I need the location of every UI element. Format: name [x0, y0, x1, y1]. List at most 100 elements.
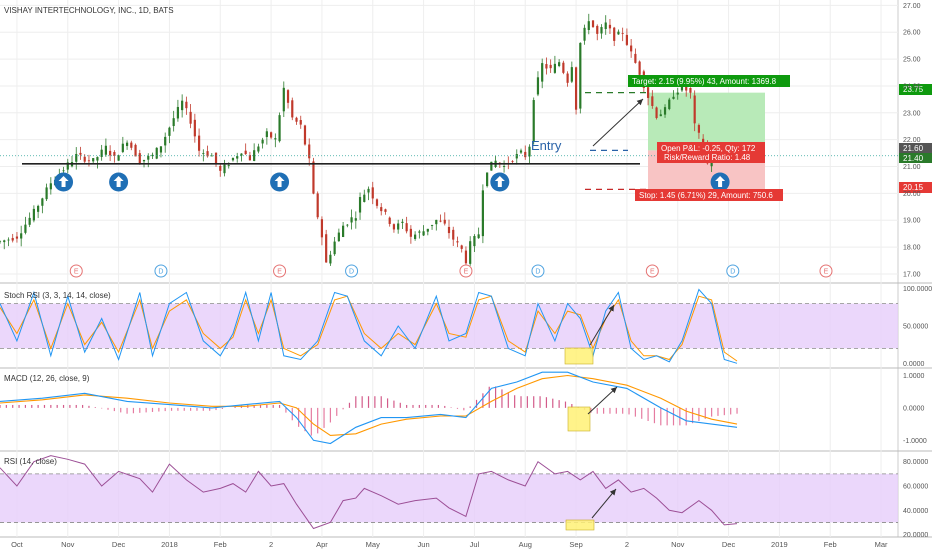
candle-body	[299, 120, 302, 125]
y-tick-label: 18.00	[903, 245, 921, 252]
y-tick-label: 1.0000	[903, 373, 925, 380]
stoch-pane-title: Stoch RSI (3, 3, 14, 14, close)	[4, 291, 111, 300]
candle-body	[142, 159, 146, 162]
x-tick-label: Apr	[316, 540, 328, 549]
candle-body	[528, 146, 531, 157]
candle-body	[117, 155, 120, 161]
candle-body	[354, 218, 357, 221]
support-arrow-icon	[710, 172, 730, 192]
event-label: D	[349, 269, 354, 276]
event-marker	[645, 264, 659, 278]
candle-body	[159, 146, 163, 153]
candle-body	[591, 20, 595, 27]
candle-body	[75, 153, 78, 162]
candle-body	[689, 87, 692, 93]
y-tick-label: 100.0000	[903, 286, 932, 293]
candle-body	[278, 115, 281, 142]
candle-body	[659, 114, 662, 117]
x-tick-label: Dec	[722, 540, 736, 549]
candle-body	[223, 164, 226, 174]
candle-body	[79, 152, 82, 155]
candle-body	[596, 25, 599, 34]
x-tick-label: 2	[269, 540, 273, 549]
rsi-line	[0, 455, 738, 530]
x-tick-label: Feb	[824, 540, 837, 549]
candle-body	[3, 240, 6, 243]
candle-body	[210, 155, 213, 157]
stop-label: Stop: 1.45 (6.71%) 29, Amount: 750.6	[639, 191, 773, 200]
candle-body	[430, 225, 434, 226]
candle-body	[295, 117, 298, 122]
candle-body	[329, 254, 332, 264]
candle-body	[130, 142, 133, 148]
candle-body	[219, 165, 222, 171]
candle-body	[147, 155, 150, 160]
event-marker	[531, 264, 545, 278]
candle-body	[41, 198, 44, 206]
stop-label-bg	[635, 189, 783, 201]
candle-body	[96, 157, 99, 161]
x-tick-label: 2019	[771, 540, 788, 549]
stoch-k-line	[0, 288, 738, 364]
candle-body	[244, 150, 247, 155]
candle-body	[363, 194, 366, 202]
up-arrow-icon	[58, 176, 69, 187]
macd-pane-title: MACD (12, 26, close, 9)	[4, 374, 90, 383]
chart-title: VISHAY INTERTECHNOLOGY, INC., 1D, BATS	[4, 6, 174, 15]
candle-body	[20, 233, 23, 239]
candle-body	[532, 100, 535, 143]
candle-body	[426, 228, 429, 232]
candle-body	[562, 62, 565, 73]
candle-body	[613, 27, 616, 41]
candle-body	[320, 219, 324, 238]
target-price-tag-bg	[899, 84, 932, 95]
y-tick-label: 21.00	[903, 164, 921, 171]
candle-body	[350, 217, 353, 223]
stop-price-tag-bg	[899, 182, 932, 193]
candle-body	[62, 170, 65, 172]
candle-body	[447, 226, 451, 234]
x-tick-label: Jun	[418, 540, 430, 549]
y-tick-label: 0.0000	[903, 405, 925, 412]
stoch-highlight	[564, 347, 594, 365]
y-tick-label: 20.0000	[903, 532, 928, 539]
candle-body	[439, 220, 442, 222]
candle-body	[608, 24, 612, 29]
candle-body	[15, 236, 19, 239]
candle-body	[469, 241, 472, 264]
candle-body	[651, 96, 654, 106]
candle-body	[570, 67, 573, 82]
stop-price-tag: 20.15	[903, 183, 924, 192]
candle-body	[646, 87, 650, 98]
candle-body	[113, 152, 116, 156]
event-label: D	[730, 269, 735, 276]
event-label: E	[464, 269, 469, 276]
candle-body	[358, 197, 362, 213]
candle-body	[418, 231, 421, 233]
candle-body	[663, 107, 667, 115]
entry-price-tag-bg	[899, 143, 932, 153]
candle-body	[333, 241, 336, 255]
candle-body	[291, 100, 294, 118]
y-tick-label: 22.00	[903, 137, 921, 144]
x-tick-label: 2018	[161, 540, 178, 549]
last-price-tag: 21.40	[903, 154, 924, 163]
event-marker	[69, 264, 83, 278]
candle-body	[638, 61, 641, 75]
candle-body	[519, 150, 523, 153]
event-marker	[154, 264, 168, 278]
up-arrow-icon	[494, 176, 505, 187]
candle-body	[236, 156, 239, 159]
event-label: E	[277, 269, 282, 276]
candle-body	[308, 144, 311, 159]
candle-body	[325, 234, 328, 263]
candle-body	[24, 224, 27, 233]
x-tick-label: Nov	[671, 540, 685, 549]
support-arrow-icon	[54, 172, 74, 192]
candle-body	[49, 183, 52, 190]
event-label: D	[535, 269, 540, 276]
y-tick-label: 20.00	[903, 191, 921, 198]
candle-body	[253, 150, 256, 161]
y-tick-label: 50.0000	[903, 324, 928, 331]
